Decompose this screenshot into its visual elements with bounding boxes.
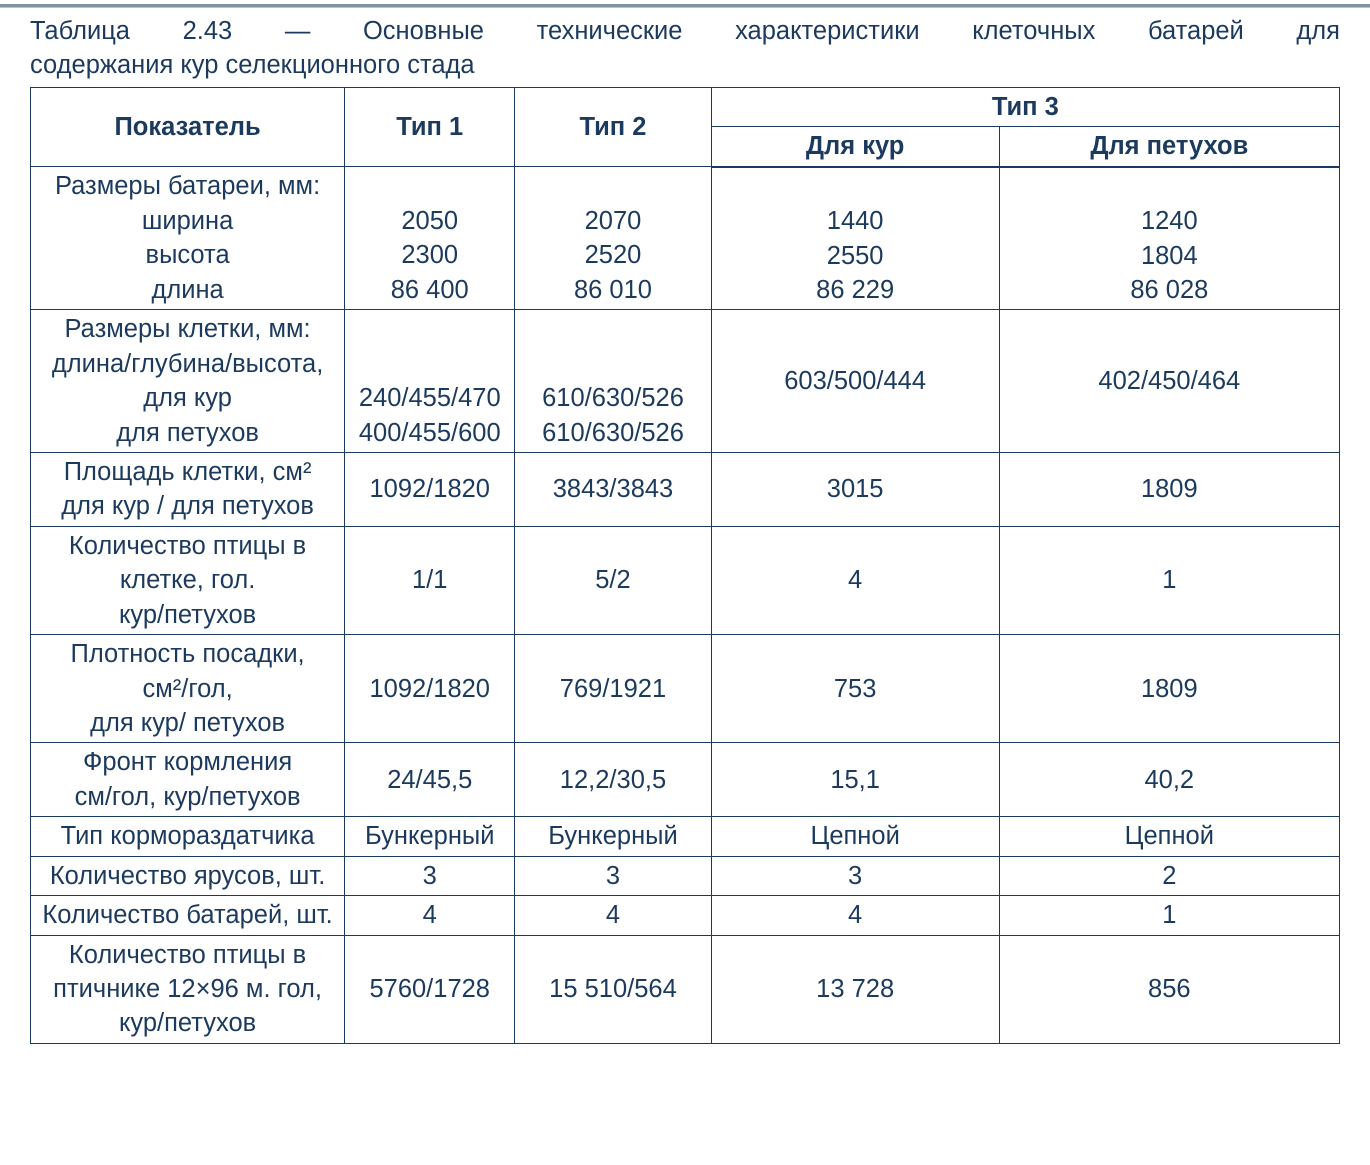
density-l3: для кур/ петухов [39,706,336,740]
cell: 2 [999,856,1339,895]
row-density: Плотность посадки, см²/гол, для кур/ пет… [31,635,1340,743]
cell: 3 [711,856,999,895]
row-cage-dims: Размеры клетки, мм: длина/глубина/высота… [31,310,1340,453]
cage-dims-sub: длина/глубина/высота, [39,347,336,381]
col-type3-hens: Для кур [711,127,999,167]
cell: 769/1921 [515,635,711,743]
cell: 610/630/526 [523,416,702,450]
cell: 12,2/30,5 [515,743,711,817]
col-type2: Тип 2 [515,87,711,166]
cage-area-label2: для кур / для петухов [39,489,336,523]
cell: 2070 [523,204,702,238]
top-divider [0,4,1370,8]
cell: 3015 [711,453,999,527]
col-type1: Тип 1 [345,87,515,166]
cell: 1092/1820 [345,635,515,743]
battery-dims-width: ширина [39,204,336,238]
battery-dims-title: Размеры батареи, мм: [39,169,336,203]
cell: 610/630/526 [523,381,702,415]
cell: Цепной [999,817,1339,856]
cell: 86 028 [1008,273,1331,307]
feeding-front-l1: Фронт кормления [39,745,336,779]
row-cage-area: Площадь клетки, см² для кур / для петухо… [31,453,1340,527]
cell: 1804 [1008,239,1331,273]
cell: 86 229 [720,273,991,307]
row-battery-dims: Размеры батареи, мм: ширина высота длина… [31,167,1340,310]
col-indicator: Показатель [31,87,345,166]
cage-dims-hens: для кур [39,381,336,415]
cell: 1/1 [345,526,515,634]
birds-in-house-l1: Количество птицы в [39,938,336,972]
table-caption-line1: Таблица 2.43 — Основные технические хара… [30,14,1340,48]
cell: 3 [345,856,515,895]
cell: 856 [999,935,1339,1043]
cell: 1809 [999,453,1339,527]
row-feeding-front: Фронт кормления см/гол, кур/петухов 24/4… [31,743,1340,817]
cell: 603/500/444 [784,367,926,395]
cell: 1240 [1008,204,1331,238]
cell: 400/455/600 [353,416,506,450]
birds-in-house-l2: птичнике 12×96 м. гол, [39,972,336,1006]
cell: 1092/1820 [345,453,515,527]
cell: 15 510/564 [515,935,711,1043]
density-l1: Плотность посадки, [39,637,336,671]
cell: 15,1 [711,743,999,817]
row-batteries: Количество батарей, шт. 4 4 4 1 [31,896,1340,935]
feeder-type-label: Тип кормораздатчика [31,817,345,856]
cell: 5/2 [515,526,711,634]
row-tiers: Количество ярусов, шт. 3 3 3 2 [31,856,1340,895]
specs-table: Показатель Тип 1 Тип 2 Тип 3 Для кур Для… [30,87,1340,1044]
col-type3: Тип 3 [711,87,1339,126]
batteries-label: Количество батарей, шт. [31,896,345,935]
cell: 4 [345,896,515,935]
cell: Цепной [711,817,999,856]
birds-per-cage-l3: кур/петухов [39,598,336,632]
cell: 86 400 [353,273,506,307]
density-l2: см²/гол, [39,672,336,706]
cell: 753 [711,635,999,743]
cell: 2520 [523,238,702,272]
birds-per-cage-l1: Количество птицы в [39,529,336,563]
cell: 1 [999,526,1339,634]
row-birds-per-cage: Количество птицы в клетке, гол. кур/пету… [31,526,1340,634]
battery-dims-length: длина [39,273,336,307]
cell: 4 [515,896,711,935]
cell: 5760/1728 [345,935,515,1043]
cell: 2550 [720,239,991,273]
cell: 4 [711,526,999,634]
row-feeder-type: Тип кормораздатчика Бункерный Бункерный … [31,817,1340,856]
battery-dims-height: высота [39,238,336,272]
cell: 4 [711,896,999,935]
cell: 1 [999,896,1339,935]
col-type3-roosters: Для петухов [999,127,1339,167]
cell: Бункерный [345,817,515,856]
feeding-front-l2: см/гол, кур/петухов [39,780,336,814]
tiers-label: Количество ярусов, шт. [31,856,345,895]
cell: 402/450/464 [1098,367,1240,395]
birds-in-house-l3: кур/петухов [39,1006,336,1040]
cell: 3843/3843 [515,453,711,527]
cell: 13 728 [711,935,999,1043]
birds-per-cage-l2: клетке, гол. [39,563,336,597]
cell: Бункерный [515,817,711,856]
cell: 2050 [353,204,506,238]
cage-area-label1: Площадь клетки, см² [39,455,336,489]
cell: 86 010 [523,273,702,307]
cell: 240/455/470 [353,381,506,415]
row-birds-in-house: Количество птицы в птичнике 12×96 м. гол… [31,935,1340,1043]
cell: 2300 [353,238,506,272]
cell: 1809 [999,635,1339,743]
cage-dims-title: Размеры клетки, мм: [39,312,336,346]
cell: 3 [515,856,711,895]
cage-dims-roost: для петухов [39,416,336,450]
cell: 1440 [720,204,991,238]
table-caption-line2: содержания кур селекционного стада [30,48,1340,82]
cell: 24/45,5 [345,743,515,817]
cell: 40,2 [999,743,1339,817]
